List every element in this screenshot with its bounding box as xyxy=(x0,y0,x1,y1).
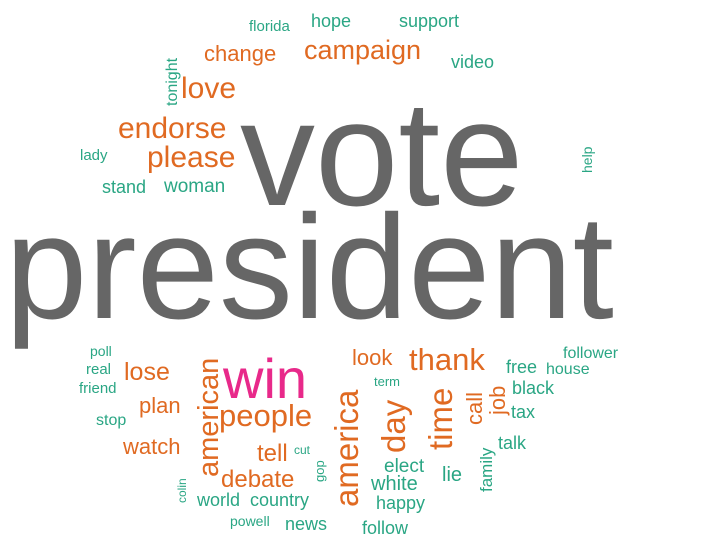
word-america: america xyxy=(328,389,365,507)
word-gop: gop xyxy=(312,460,327,482)
word-florida: florida xyxy=(249,18,291,35)
word-job: job xyxy=(485,386,510,416)
word-tax: tax xyxy=(511,402,535,422)
word-cut: cut xyxy=(294,443,311,457)
word-lose: lose xyxy=(124,358,170,386)
word-people: people xyxy=(219,398,312,433)
word-vote: vote xyxy=(240,69,524,237)
word-poll: poll xyxy=(90,343,112,359)
word-win: win xyxy=(222,347,307,410)
word-house: house xyxy=(546,361,590,378)
word-campaign: campaign xyxy=(304,35,421,65)
word-please: please xyxy=(147,141,235,174)
word-white: white xyxy=(370,473,418,495)
word-free: free xyxy=(506,357,537,377)
word-powell: powell xyxy=(230,513,270,529)
word-term: term xyxy=(374,374,400,389)
word-video: video xyxy=(451,52,494,72)
word-time: time xyxy=(422,388,459,450)
word-stop: stop xyxy=(96,412,126,429)
word-lady: lady xyxy=(80,147,108,164)
word-follower: follower xyxy=(563,345,619,362)
word-endorse: endorse xyxy=(118,112,226,145)
word-watch: watch xyxy=(122,434,180,459)
word-happy: happy xyxy=(376,493,425,513)
word-world: world xyxy=(196,490,240,510)
word-help: help xyxy=(579,146,595,173)
word-call: call xyxy=(462,392,487,425)
word-elect: elect xyxy=(384,456,425,477)
word-stand: stand xyxy=(102,177,146,197)
word-colin: colin xyxy=(175,478,189,503)
word-plan: plan xyxy=(139,393,181,418)
word-hope: hope xyxy=(311,11,351,31)
word-tell: tell xyxy=(257,440,288,467)
word-friend: friend xyxy=(79,380,117,397)
word-love: love xyxy=(181,72,236,105)
word-president: president xyxy=(5,185,614,350)
word-real: real xyxy=(86,361,111,378)
word-debate: debate xyxy=(221,466,294,493)
word-family: family xyxy=(477,447,496,492)
word-follow: follow xyxy=(362,518,409,538)
word-news: news xyxy=(285,514,327,534)
word-american: american xyxy=(193,358,225,477)
word-look: look xyxy=(352,345,393,370)
word-lie: lie xyxy=(442,464,462,486)
word-thank: thank xyxy=(409,342,485,377)
word-day: day xyxy=(375,399,412,453)
word-country: country xyxy=(250,490,309,510)
word-black: black xyxy=(512,378,555,398)
word-woman: woman xyxy=(163,176,225,197)
word-change: change xyxy=(204,41,276,66)
word-tonight: tonight xyxy=(164,57,181,106)
word-support: support xyxy=(399,11,459,31)
word-talk: talk xyxy=(498,433,527,453)
